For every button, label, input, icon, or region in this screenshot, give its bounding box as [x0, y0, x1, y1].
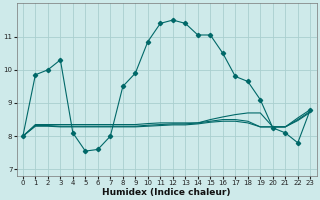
X-axis label: Humidex (Indice chaleur): Humidex (Indice chaleur) [102, 188, 231, 197]
